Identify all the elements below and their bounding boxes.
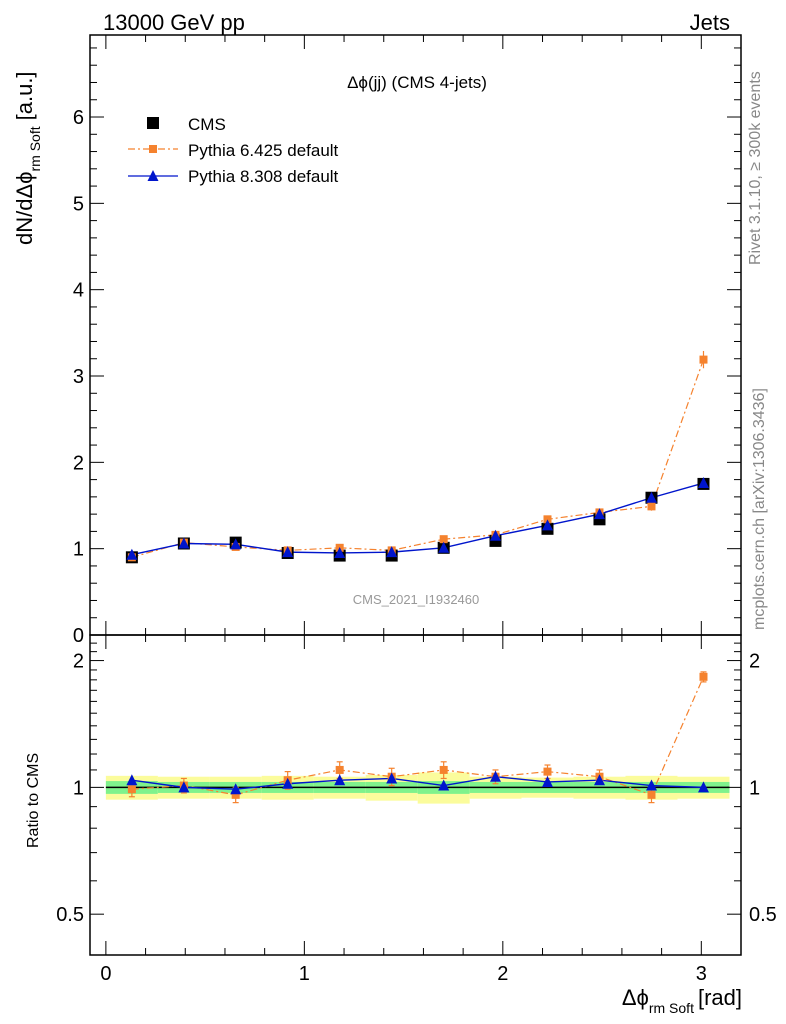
ratio-y-axis-label: Ratio to CMS — [25, 753, 42, 848]
ratio-y-tick-label: 2 — [73, 651, 84, 673]
ratio-pythia8-point — [282, 777, 294, 789]
pythia6-point — [439, 535, 448, 544]
pythia8-point — [697, 477, 709, 489]
pythia6-point — [647, 502, 656, 511]
legend-cms-label: CMS — [188, 115, 226, 134]
pythia8-point — [541, 519, 553, 531]
x-label-unit: [rad] — [698, 985, 742, 1010]
x-tick-label: 0 — [100, 963, 111, 985]
ratio-pythia8-point — [593, 774, 605, 786]
pythia8-point — [438, 541, 450, 553]
ratio-pythia6-point — [127, 785, 136, 794]
x-label-main: Δϕ — [622, 985, 649, 1010]
main-y-tick-label: 2 — [73, 452, 84, 474]
legend-cms-marker — [147, 117, 159, 129]
pythia8-point — [334, 546, 346, 558]
ratio-pythia6-line — [131, 676, 705, 796]
y-label-subscript: rm Soft — [27, 126, 43, 171]
ratio-y-tick-label: 1 — [73, 777, 84, 799]
category-label: Jets — [690, 10, 730, 35]
ratio-pythia6-point — [699, 672, 708, 681]
ratio-pythia6-point — [439, 765, 448, 774]
ratio-panel: 0.5 0.5 1 1 2 2 0 1 2 3 Ratio to CMS Δϕrm Soft [ra… — [25, 634, 777, 1016]
ratio-pythia8-point — [438, 779, 450, 791]
main-y-tick-label: 3 — [73, 366, 84, 388]
pythia8-point — [178, 537, 190, 549]
legend-pythia6-marker — [149, 145, 157, 153]
watermark-label: CMS_2021_I1932460 — [353, 592, 480, 607]
svg-text:dN/dΔϕrm Soft[a.u.]: dN/dΔϕrm Soft [a.u.] — [12, 71, 43, 245]
x-tick-label: 1 — [299, 963, 310, 985]
legend: CMS Pythia 6.425 default Pythia 8.308 de… — [128, 115, 339, 186]
ratio-pythia8-point — [126, 774, 138, 786]
legend-pythia8-marker — [147, 170, 159, 181]
ratio-y-tick-label: 0.5 — [56, 904, 84, 926]
pythia6-line — [131, 359, 705, 558]
pythia8-point — [593, 508, 605, 520]
rivet-label: Rivet 3.1.10, ≥ 300k events — [747, 71, 764, 265]
x-label-subscript: rm Soft — [649, 1000, 694, 1016]
energy-label: 13000 GeV pp — [103, 10, 245, 35]
ratio-pythia8-point — [489, 770, 501, 782]
ratio-pythia6-point — [647, 790, 656, 799]
x-tick-label: 2 — [497, 963, 508, 985]
pythia8-point — [386, 546, 398, 558]
pythia8-point — [230, 538, 242, 550]
ratio-y-tick-label-right: 0.5 — [749, 904, 777, 926]
ratio-pythia8-point — [230, 783, 242, 795]
x-axis-label: Δϕrm Soft [rad] — [622, 985, 742, 1016]
y-label-unit: [a.u.] — [12, 71, 37, 120]
ratio-pythia8-line — [131, 776, 704, 790]
main-y-tick-label: 6 — [73, 107, 84, 129]
main-y-tick-label: 1 — [73, 539, 84, 561]
pythia8-point — [645, 491, 657, 503]
ratio-pythia8-point — [645, 779, 657, 791]
main-panel: 0 1 2 3 4 5 6 Δϕ(jj) (CMS 4-jets) CMS_2021_I19… — [12, 34, 742, 647]
main-y-axis-label: dN/dΔϕrm Soft [a.u.] — [12, 71, 43, 245]
ratio-y-tick-label-right: 2 — [749, 651, 760, 673]
mcplots-label: mcplots.cern.ch [arXiv:1306.3436] — [751, 388, 768, 630]
pythia6-point — [699, 355, 708, 364]
ratio-pythia6-point — [335, 765, 344, 774]
ratio-pythia6-point — [543, 767, 552, 776]
pythia8-point — [489, 529, 501, 541]
legend-pythia6-label: Pythia 6.425 default — [188, 141, 339, 160]
legend-pythia8-label: Pythia 8.308 default — [188, 167, 339, 186]
pythia8-point — [282, 546, 294, 558]
ratio-pythia8-point — [386, 772, 398, 784]
main-y-tick-label: 5 — [73, 193, 84, 215]
ratio-pythia6-point — [231, 790, 240, 799]
main-plot-title: Δϕ(jj) (CMS 4-jets) — [347, 73, 487, 92]
ratio-pythia8-point — [541, 775, 553, 787]
x-tick-label: 3 — [696, 963, 707, 985]
pythia8-line — [131, 482, 704, 556]
pythia6-point — [543, 515, 552, 524]
pythia8-point — [126, 548, 138, 560]
ratio-pythia8-point — [334, 774, 346, 786]
ratio-pythia8-point — [697, 781, 709, 793]
ratio-frame — [89, 634, 742, 956]
y-label-main: dN/dΔϕ — [12, 172, 37, 246]
ratio-y-tick-label-right: 1 — [749, 777, 760, 799]
ratio-pythia8-point — [178, 781, 190, 793]
main-y-tick-label: 0 — [73, 625, 84, 647]
main-y-tick-label: 4 — [73, 280, 84, 302]
